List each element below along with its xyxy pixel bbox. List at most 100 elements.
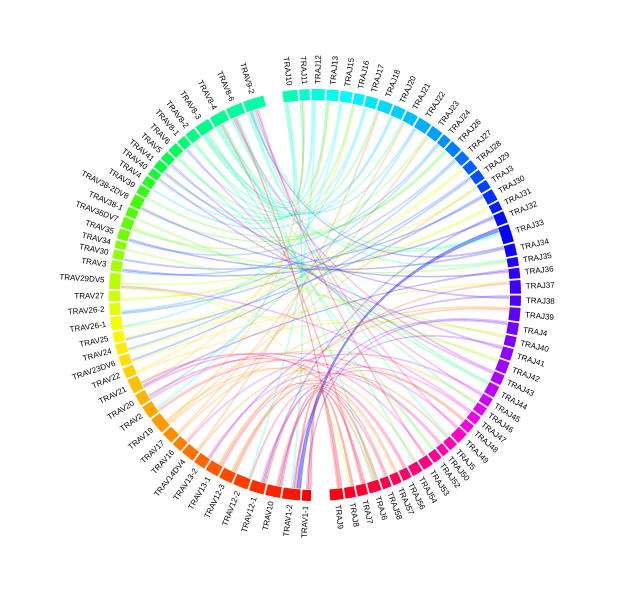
sector-TRAJ33 (498, 224, 514, 245)
ribbon-TRAJ8-TRAV1-2 (294, 390, 354, 489)
sector-TRAJ10 (282, 89, 299, 103)
ribbon-TRAJ6-TRAV12-1 (263, 387, 378, 484)
ribbon-TRAJ11-TRAV19 (167, 101, 305, 423)
ribbon-TRAJ26-TRAV39 (146, 151, 447, 238)
sector-TRAJ49 (450, 426, 467, 443)
ribbon-TRAJ53-TRAV21 (143, 352, 427, 456)
ribbon-TRAJ41-TRAV40 (158, 178, 502, 350)
ribbon-TRAJ26-TRAV38-2DV8 (140, 149, 446, 242)
sector-TRAJ17 (364, 95, 379, 110)
label-TRAJ16: TRAJ16 (356, 59, 371, 90)
ribbon-TRAJ40-TRAV34 (125, 248, 505, 339)
sector-TRAJ45 (478, 393, 493, 407)
ribbon-TRAJ31-TRAV24 (128, 206, 489, 352)
ribbon-TRAJ16-TRAV41 (162, 104, 355, 222)
sector-TRAJ21 (402, 110, 418, 127)
ribbon-TRAJ15-TRAV40 (157, 102, 342, 224)
ribbon-TRAJ9-TRAV1-1 (307, 391, 343, 490)
label-TRAV27: TRAV27 (74, 291, 104, 300)
ribbon-TRAJ45-TRAV8-1 (186, 148, 482, 397)
label-TRAJ8: TRAJ8 (348, 502, 361, 528)
sector-TRAJ18 (376, 99, 393, 115)
ribbon-TRAJ44-TRAV8-4 (217, 125, 489, 384)
ribbon-TRAJ36-TRAV38-2DV8 (140, 207, 508, 278)
sector-TRAJ34 (503, 243, 518, 258)
label-TRAV12-2: TRAV12-2 (220, 489, 242, 527)
sector-TRAV6 (168, 143, 184, 159)
ribbon-TRAJ41-TRAV1-2 (292, 335, 503, 489)
sector-TRAJ31 (488, 201, 503, 215)
label-TRAV3: TRAV3 (81, 256, 108, 269)
sector-TRAV27 (109, 290, 121, 302)
ribbon-TRAJ32-TRAV12-1 (262, 215, 494, 483)
ribbon-TRAJ52-TRAV29DV5 (120, 287, 435, 450)
ribbon-TRAJ43-TRAV5 (170, 163, 494, 375)
sector-TRAJ5 (443, 436, 458, 451)
sector-TRAV12-2 (233, 473, 251, 490)
sector-TRAV22 (122, 364, 137, 379)
sector-TRAJ29 (469, 169, 485, 185)
ribbon-TRAJ35-TRAV36DV7 (132, 227, 507, 274)
sector-TRAV38-1 (125, 206, 139, 220)
ribbon-TRAJ3-TRAV19 (168, 186, 478, 424)
sector-TRAV16 (172, 436, 188, 452)
label-TRAJ17: TRAJ17 (369, 63, 386, 94)
sector-TRAV34 (114, 240, 128, 251)
label-TRAV29DV5: TRAV29DV5 (59, 272, 105, 284)
ribbon-TRAJ27-TRAV3 (122, 159, 456, 276)
ribbon-TRAJ18-TRAV6 (176, 110, 379, 218)
ribbon-TRAJ20-TRAV4 (151, 116, 394, 230)
ribbon-TRAJ49-TRAV20 (150, 352, 459, 428)
label-TRAJ41: TRAJ41 (516, 352, 547, 369)
ribbon-TRAJ52-TRAV8-3 (207, 132, 434, 451)
sector-TRAJ56 (398, 467, 412, 482)
ribbon-TRAJ29-TRAV26-2 (121, 176, 471, 315)
label-TRAJ7: TRAJ7 (360, 499, 375, 525)
ribbon-TRAJ50-TRAV2 (158, 359, 442, 444)
sector-TRAJ8 (343, 486, 357, 499)
ribbon-TRAJ4-TRAV1-1 (305, 319, 508, 490)
sector-TRAV8-1 (177, 135, 192, 151)
label-TRAV8-4: TRAV8-4 (196, 79, 220, 112)
ribbon-TRAJ42-TRAV26-1 (123, 316, 499, 361)
sector-TRAV12-1 (248, 479, 267, 495)
ribbon-TRAJ54-TRAV19 (169, 367, 417, 462)
ribbon-TRAJ49-TRAV9-2 (255, 109, 458, 429)
sector-TRAJ27 (454, 150, 470, 166)
label-TRAJ38: TRAJ38 (526, 296, 556, 306)
sector-TRAV13-1 (205, 460, 223, 477)
sector-TRAV8-3 (195, 118, 214, 137)
ribbon-TRAJ33-TRAV1-2 (296, 227, 499, 489)
ribbon-TRAJ47-TRAV29DV5 (120, 285, 472, 412)
label-TRAJ4: TRAJ4 (522, 325, 548, 338)
ribbon-TRAJ45-TRAV16 (186, 353, 483, 443)
ribbon-TRAJ18-TRAV14DV4 (196, 111, 380, 451)
label-TRAV8-6: TRAV8-6 (215, 70, 236, 104)
ribbon-TRAJ56-TRAV20 (148, 357, 405, 469)
sector-TRAV5 (160, 151, 175, 166)
ribbon-TRAJ58-TRAV21 (141, 353, 386, 477)
sector-TRAV41 (153, 159, 168, 174)
label-TRAJ33: TRAJ33 (515, 218, 546, 235)
label-TRAJ15: TRAJ15 (343, 57, 356, 87)
ribbon-TRAJ34-TRAV35 (128, 238, 504, 271)
sector-TRAJ39 (508, 307, 521, 322)
label-TRAJ39: TRAJ39 (525, 310, 555, 322)
sector-TRAJ20 (390, 105, 406, 120)
sector-TRAJ42 (495, 358, 510, 374)
ribbon-TRAJ31-TRAV27 (120, 208, 490, 300)
sector-TRAJ50 (436, 443, 449, 457)
sector-TRAJ32 (493, 211, 508, 227)
sector-TRAV12-3 (219, 467, 236, 484)
ribbon-TRAJ12-TRAV12-2 (247, 100, 317, 478)
ribbon-TRAJ20-TRAV8-1 (184, 115, 392, 216)
label-TRAV26-1: TRAV26-1 (69, 320, 107, 334)
label-TRAJ10: TRAJ10 (281, 56, 294, 86)
ribbon-TRAJ22-TRAV20 (149, 128, 417, 398)
sector-TRAJ48 (459, 418, 474, 433)
sector-TRAJ26 (444, 141, 461, 158)
sector-TRAJ13 (326, 89, 340, 102)
ribbon-TRAJ44-TRAV6 (177, 156, 489, 385)
label-TRAJ9: TRAJ9 (333, 504, 345, 530)
label-TRAJ36: TRAJ36 (524, 264, 554, 276)
